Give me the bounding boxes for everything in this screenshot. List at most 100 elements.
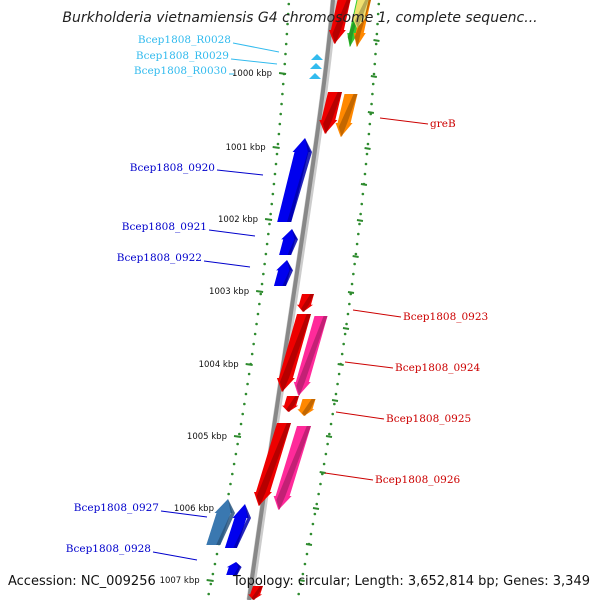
gene-arrow-0925-orange: [297, 399, 316, 416]
inner-ring-dot: [285, 32, 289, 36]
kbp-label: 1004 kbp: [199, 360, 239, 370]
inner-ring-dot: [231, 472, 234, 476]
outer-ring-dot: [373, 62, 377, 66]
minor-tick: [356, 219, 364, 222]
outer-ring-dot: [360, 202, 364, 206]
outer-ring-dot: [350, 282, 354, 286]
leader-line: [335, 411, 385, 420]
leader-line: [208, 229, 256, 237]
gene-label: Bcep1808_0921: [122, 221, 207, 233]
kbp-tick: [264, 218, 273, 221]
gene-arrow-0927-blue: [224, 504, 251, 548]
kbp-label: 1005 kbp: [187, 432, 227, 442]
arrow-shade: [354, 0, 371, 47]
inner-ring-dot: [267, 232, 270, 236]
gene-label: Bcep1808_0920: [130, 162, 215, 174]
gene-labels: Bcep1808_R0028 Bcep1808_R0029 Bcep1808_R00…: [66, 34, 488, 555]
minor-tick: [319, 471, 326, 474]
outer-ring-dot: [329, 422, 333, 426]
inner-ring-dot: [272, 182, 276, 186]
inner-ring-dot: [246, 382, 249, 386]
kbp-label: 1000 kbp: [232, 69, 272, 79]
minor-tick: [305, 543, 313, 546]
inner-ring-dot: [269, 212, 272, 216]
outer-ring-dot: [358, 222, 361, 226]
arrow-body: [277, 138, 311, 222]
inner-ring-dot: [262, 272, 265, 276]
leader-line: [324, 472, 374, 481]
inner-ring-dot: [283, 62, 287, 66]
chromosome-backbone: [247, 0, 335, 600]
outer-ring-dot: [365, 152, 369, 156]
outer-ring-dot: [353, 262, 356, 266]
inner-ring-dot: [247, 372, 251, 376]
outer-ring-dot: [305, 552, 309, 556]
outer-ring-dot: [372, 72, 376, 76]
rna-triangle: [311, 54, 323, 60]
outer-ring-dot: [371, 92, 374, 96]
minor-tick: [352, 255, 359, 258]
outer-ring-dot: [343, 332, 347, 336]
inner-ring-dot: [234, 452, 238, 456]
inner-ring-dot: [268, 222, 271, 226]
gene-label: Bcep1808_0923: [403, 311, 488, 323]
inner-ring-dot: [276, 142, 280, 146]
gene-label: Bcep1808_0924: [395, 362, 481, 374]
outer-ring-dot: [359, 212, 362, 216]
inner-ring-dot: [286, 12, 290, 16]
outer-ring-dot: [376, 12, 380, 16]
minor-tick: [370, 75, 378, 78]
minor-tick: [331, 399, 339, 402]
gene-label: greB: [430, 118, 456, 130]
inner-ring-dot: [279, 112, 282, 116]
kbp-tick: [278, 72, 287, 75]
inner-ring-dot: [273, 172, 277, 176]
kbp-label: 1006 kbp: [174, 504, 214, 514]
arrow-shade: [251, 586, 263, 600]
arrow-shade: [322, 92, 342, 134]
outer-ring-dot: [303, 562, 307, 566]
outer-ring-dot: [309, 532, 313, 536]
leader-line: [160, 510, 208, 518]
inner-ring-dot: [250, 352, 254, 356]
minor-tick: [367, 111, 375, 114]
inner-ring-dot: [244, 392, 248, 396]
gene-label: Bcep1808_R0028: [138, 34, 231, 46]
inner-ring-dot: [252, 342, 255, 346]
kbp-label: 1003 kbp: [209, 287, 249, 297]
inner-ring-dot: [284, 42, 288, 46]
inner-ring-dot: [243, 402, 246, 406]
inner-ring-dot: [284, 52, 287, 56]
inner-ring-dot: [275, 152, 279, 156]
leader-line: [203, 260, 251, 268]
inner-ring-dot: [253, 332, 257, 336]
outer-ring-dot: [354, 252, 358, 256]
outer-ring-dot: [355, 242, 359, 246]
leader-line: [232, 42, 280, 53]
gene-label: Bcep1808_0927: [74, 502, 159, 514]
gene-arrow-0926-red: [253, 423, 291, 506]
topology-text: Topology: circular; Length: 3,652,814 bp…: [232, 574, 590, 589]
arrow-shade: [287, 138, 312, 222]
outer-ring-dot: [342, 342, 345, 346]
outer-ring-dot: [368, 122, 372, 126]
arrow-shade: [354, 0, 369, 28]
inner-ring-dot: [259, 292, 263, 296]
outer-ring-dot: [311, 522, 315, 526]
inner-ring-dot: [265, 242, 269, 246]
outer-ring-dot: [348, 302, 351, 306]
outer-ring-dot: [366, 142, 370, 146]
arrow-shade: [300, 294, 314, 312]
arrow-shade: [287, 229, 298, 255]
inner-ring-dot: [256, 312, 260, 316]
outer-ring-dot: [364, 162, 368, 166]
outer-ring-dot: [297, 592, 300, 596]
outer-ring-dot: [319, 482, 322, 486]
outer-ring-dot: [340, 352, 344, 356]
outer-ring-dot: [371, 82, 375, 86]
arrow-shade: [256, 423, 291, 506]
arrow-body: [206, 499, 233, 545]
outer-ring-dot: [376, 22, 379, 26]
minor-tick: [298, 579, 305, 582]
gene-label: Bcep1808_R0029: [136, 50, 229, 62]
